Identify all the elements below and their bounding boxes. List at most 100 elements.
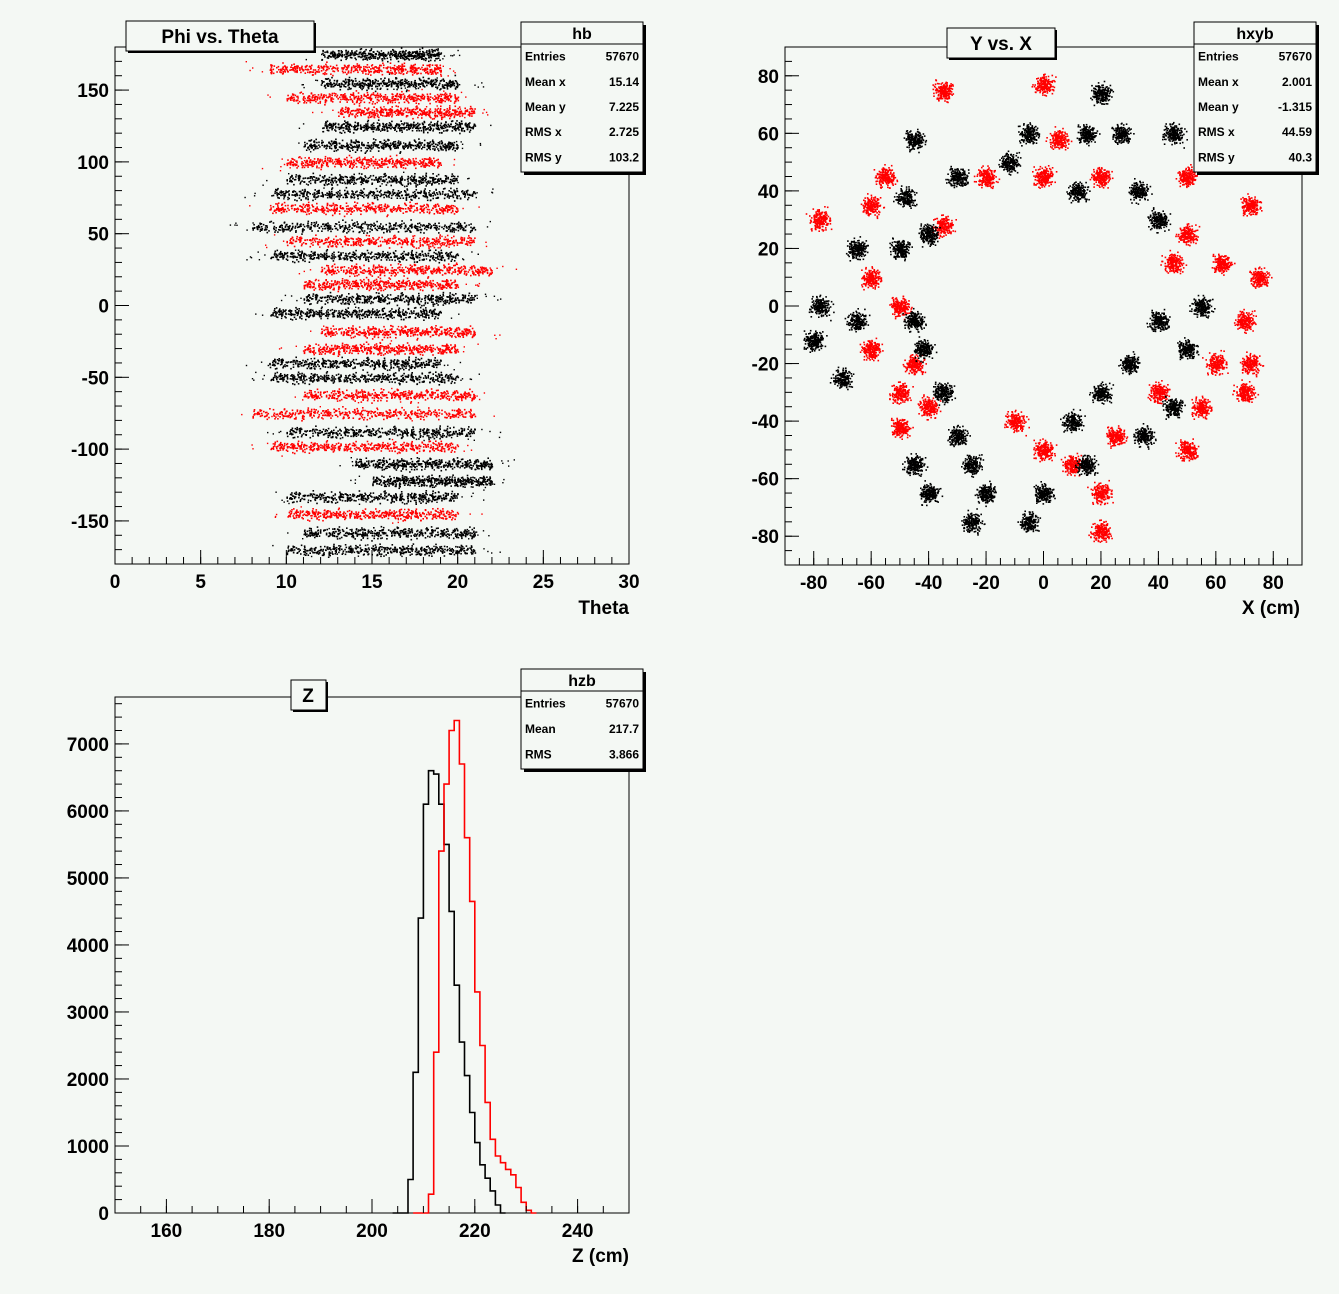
data-point bbox=[300, 91, 303, 94]
data-point bbox=[438, 100, 440, 102]
data-point bbox=[403, 123, 405, 126]
data-point bbox=[320, 168, 322, 171]
data-point bbox=[345, 127, 347, 130]
data-point bbox=[322, 194, 324, 196]
data-point bbox=[429, 70, 432, 73]
data-point bbox=[444, 100, 446, 103]
data-point bbox=[301, 189, 304, 191]
data-point bbox=[370, 124, 373, 126]
data-point bbox=[436, 192, 438, 194]
data-point bbox=[373, 51, 375, 53]
data-point bbox=[375, 187, 378, 190]
data-point bbox=[443, 109, 446, 111]
data-point bbox=[366, 159, 369, 161]
data-point bbox=[329, 126, 332, 129]
data-point bbox=[363, 167, 365, 170]
data-point bbox=[325, 69, 327, 72]
data-point bbox=[392, 49, 395, 52]
data-point bbox=[340, 83, 343, 85]
data-point bbox=[305, 65, 307, 68]
data-point bbox=[378, 57, 381, 59]
data-point bbox=[352, 166, 355, 168]
data-point bbox=[396, 108, 399, 111]
data-point bbox=[347, 205, 349, 207]
data-point bbox=[282, 191, 285, 193]
data-point bbox=[309, 164, 312, 166]
data-point bbox=[323, 187, 325, 189]
data-point bbox=[398, 195, 401, 197]
data-point bbox=[372, 114, 375, 116]
data-point bbox=[330, 181, 332, 184]
data-point bbox=[359, 194, 362, 197]
data-point bbox=[371, 182, 374, 185]
data-point bbox=[343, 163, 346, 165]
data-point bbox=[340, 164, 342, 166]
data-point bbox=[358, 64, 361, 67]
data-point bbox=[383, 54, 386, 57]
data-point bbox=[410, 113, 412, 116]
data-point bbox=[353, 98, 356, 100]
data-point bbox=[363, 144, 366, 147]
data-point bbox=[447, 176, 449, 179]
data-point bbox=[386, 71, 389, 73]
data-point bbox=[432, 49, 434, 52]
data-point bbox=[410, 147, 412, 149]
data-point bbox=[303, 210, 305, 213]
data-point bbox=[380, 78, 382, 80]
data-point bbox=[365, 207, 368, 210]
data-point bbox=[326, 129, 329, 131]
data-point bbox=[326, 144, 328, 147]
data-point bbox=[254, 192, 256, 195]
data-point bbox=[343, 84, 345, 86]
data-point bbox=[291, 228, 293, 230]
data-point bbox=[386, 67, 388, 70]
data-point bbox=[422, 205, 424, 208]
data-point bbox=[411, 110, 414, 112]
data-point bbox=[435, 127, 438, 130]
data-point bbox=[318, 162, 320, 165]
data-point bbox=[439, 162, 442, 164]
data-point bbox=[418, 176, 421, 179]
data-point bbox=[346, 210, 348, 213]
data-point bbox=[454, 100, 456, 103]
data-point bbox=[368, 112, 371, 115]
data-point bbox=[341, 107, 344, 109]
data-point bbox=[418, 183, 421, 185]
data-point bbox=[487, 114, 489, 116]
data-point bbox=[413, 121, 415, 124]
data-point bbox=[286, 98, 288, 100]
data-point bbox=[374, 145, 377, 147]
data-point bbox=[432, 148, 434, 150]
data-point bbox=[403, 127, 405, 130]
data-point bbox=[333, 140, 336, 143]
data-point bbox=[274, 192, 276, 195]
data-point bbox=[292, 158, 294, 160]
data-point bbox=[449, 94, 451, 97]
data-point bbox=[437, 97, 440, 100]
data-point bbox=[425, 163, 428, 165]
data-point bbox=[376, 50, 379, 53]
data-point bbox=[280, 69, 283, 72]
data-point bbox=[335, 210, 338, 212]
data-point bbox=[418, 141, 420, 144]
data-point bbox=[376, 57, 379, 59]
data-point bbox=[363, 65, 365, 68]
data-point bbox=[408, 145, 410, 147]
data-point bbox=[343, 127, 345, 129]
data-point bbox=[363, 178, 366, 181]
data-point bbox=[446, 86, 449, 88]
data-point bbox=[345, 186, 348, 189]
data-point bbox=[427, 180, 429, 183]
data-point bbox=[347, 110, 349, 113]
data-point bbox=[438, 128, 440, 131]
data-point bbox=[472, 192, 475, 194]
data-point bbox=[380, 108, 383, 110]
data-point bbox=[300, 206, 303, 208]
data-point bbox=[371, 109, 374, 111]
data-point bbox=[346, 232, 348, 234]
data-point bbox=[320, 209, 322, 211]
data-point bbox=[393, 191, 396, 194]
data-point bbox=[300, 199, 302, 201]
data-point bbox=[434, 112, 437, 115]
